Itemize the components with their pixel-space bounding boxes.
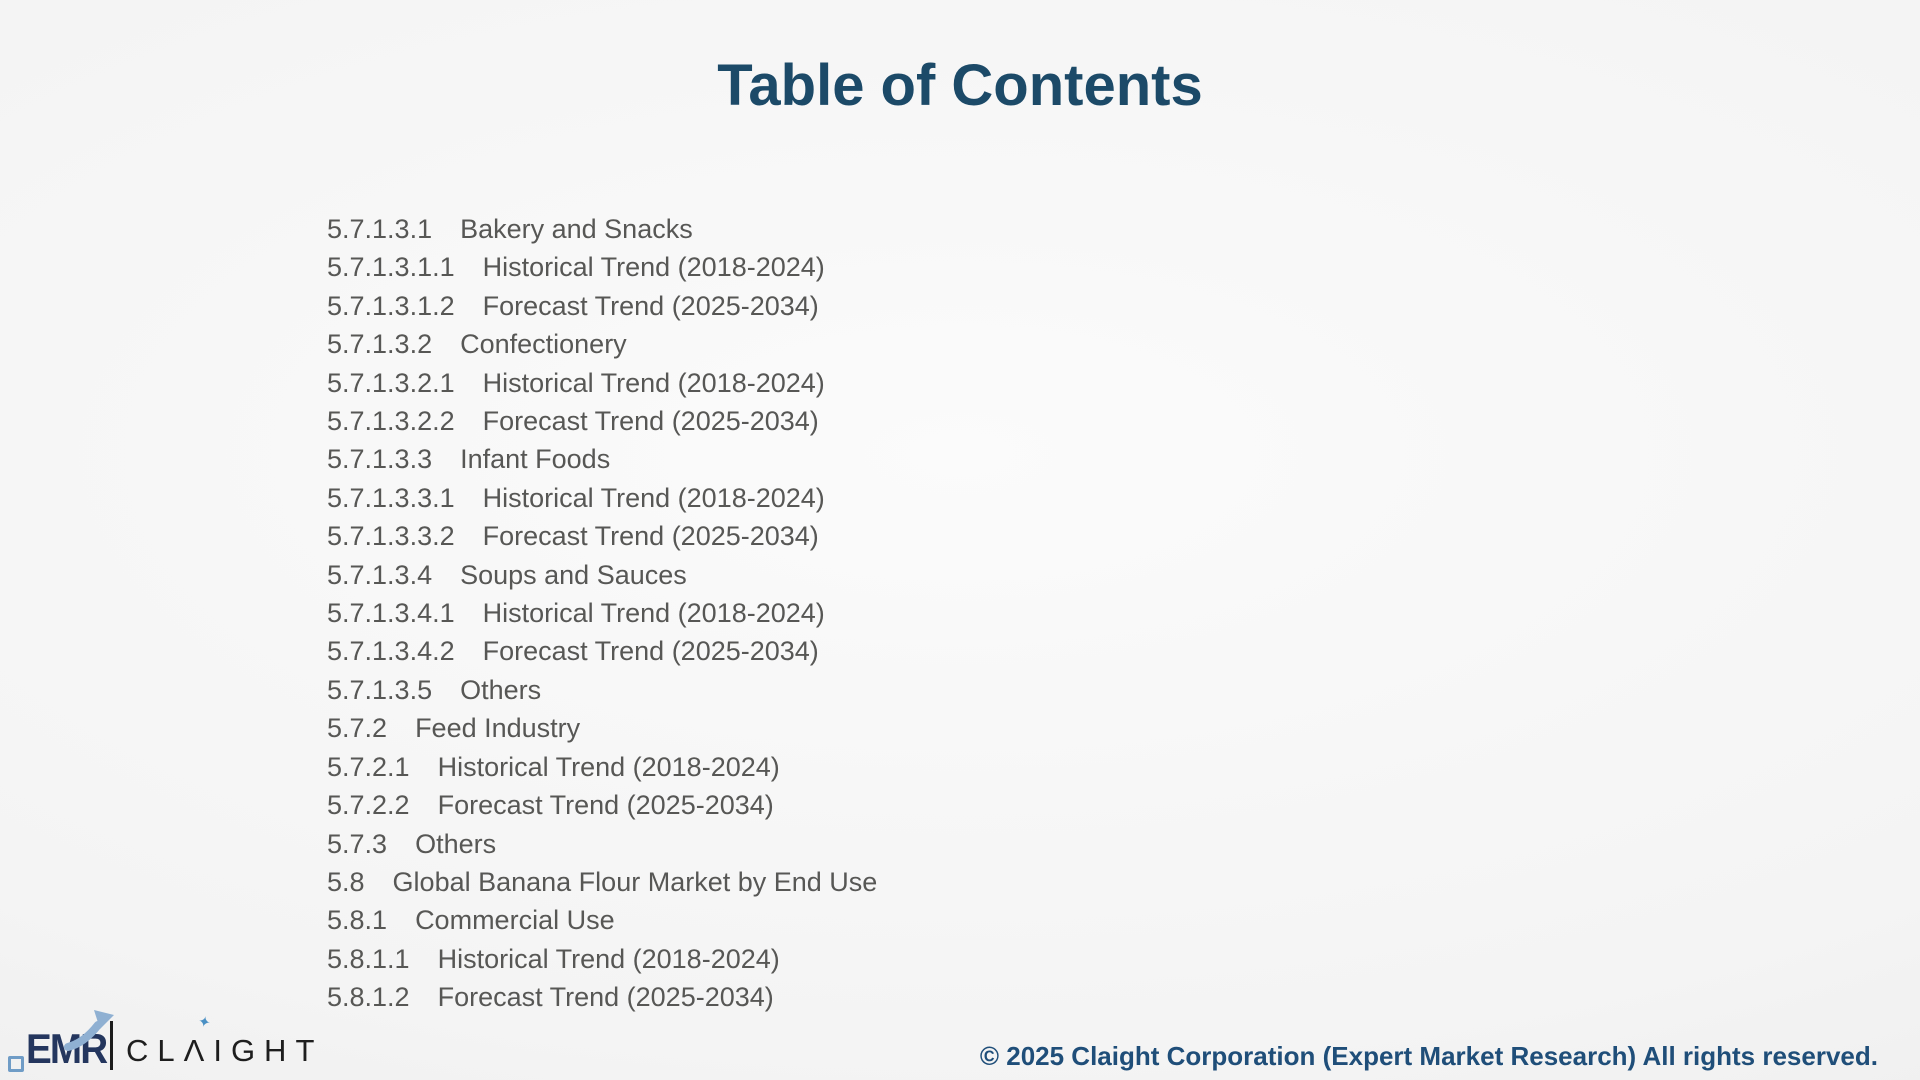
toc-entry-number: 5.7.1.3.4.1: [327, 598, 455, 629]
toc-entry: 5.7.2.1 Historical Trend (2018-2024): [327, 748, 877, 786]
toc-entry: 5.7.1.3.1.1 Historical Trend (2018-2024): [327, 248, 877, 286]
toc-entry: 5.7.3 Others: [327, 825, 877, 863]
toc-entry-number: 5.7.2.1: [327, 751, 410, 782]
toc-entry: 5.7.1.3.3.2 Forecast Trend (2025-2034): [327, 517, 877, 555]
toc-entry-number: 5.7.3: [327, 828, 388, 859]
toc-entry-number: 5.7.2.2: [327, 790, 410, 821]
toc-entry: 5.7.1.3.2.2 Forecast Trend (2025-2034): [327, 402, 877, 440]
toc-entry-label: Forecast Trend (2025-2034): [482, 406, 819, 437]
toc-entry-number: 5.7.1.3.1: [327, 214, 433, 244]
toc-entry: 5.7.1.3.4.1 Historical Trend (2018-2024): [327, 594, 877, 632]
toc-entry: 5.8.1 Commercial Use: [327, 901, 877, 939]
toc-entry: 5.7.1.3.3.1 Historical Trend (2018-2024): [327, 479, 877, 517]
sparkle-icon: ✦: [196, 1012, 213, 1033]
toc-entry-number: 5.7.1.3.3.1: [327, 482, 455, 513]
toc-entry-label: Commercial Use: [415, 905, 615, 936]
toc-entry: 5.8 Global Banana Flour Market by End Use: [327, 863, 877, 901]
toc-entry-label: Soups and Sauces: [460, 559, 687, 590]
toc-entry-label: Forecast Trend (2025-2034): [482, 290, 819, 321]
toc-entry: 5.7.1.3.2 Confectionery: [327, 325, 877, 363]
toc-entry-label: Forecast Trend (2025-2034): [437, 982, 774, 1013]
toc-entry-label: Historical Trend (2018-2024): [482, 252, 825, 283]
toc-entry-label: Historical Trend (2018-2024): [482, 598, 825, 629]
toc-entry: 5.7.2.2 Forecast Trend (2025-2034): [327, 786, 877, 824]
toc-entry: 5.7.1.3.1 Bakery and Snacks: [327, 210, 877, 248]
toc-entry-label: Others: [415, 828, 497, 859]
toc-entry-label: Bakery and Snacks: [460, 214, 693, 244]
toc-entry: 5.7.1.3.4.2 Forecast Trend (2025-2034): [327, 632, 877, 670]
toc-entry-number: 5.7.1.3.4.2: [327, 636, 455, 667]
toc-entry-number: 5.7.2: [327, 713, 388, 744]
toc-entry-label: Historical Trend (2018-2024): [482, 367, 825, 398]
toc-entry-label: Forecast Trend (2025-2034): [482, 521, 819, 552]
toc-entry-number: 5.7.1.3.2.1: [327, 367, 455, 398]
logo-square-icon: [8, 1056, 24, 1072]
toc-entry-number: 5.7.1.3.1.1: [327, 252, 455, 283]
toc-entry-label: Forecast Trend (2025-2034): [482, 636, 819, 667]
toc-entry-label: Infant Foods: [460, 444, 611, 475]
toc-entry-number: 5.8.1.2: [327, 982, 410, 1013]
toc-entry-number: 5.7.1.3.2.2: [327, 406, 455, 437]
toc-entry-label: Forecast Trend (2025-2034): [437, 790, 774, 821]
toc-entry: 5.7.1.3.5 Others: [327, 671, 877, 709]
toc-entry-number: 5.8: [327, 866, 365, 897]
toc-entry-number: 5.8.1.1: [327, 943, 410, 974]
toc-entry: 5.8.1.2 Forecast Trend (2025-2034): [327, 978, 877, 1016]
copyright-text: © 2025 Claight Corporation (Expert Marke…: [979, 1041, 1878, 1071]
toc-entry: 5.7.1.3.2.1 Historical Trend (2018-2024): [327, 364, 877, 402]
toc-entry-label: Historical Trend (2018-2024): [437, 751, 780, 782]
toc-entry: 5.8.1.1 Historical Trend (2018-2024): [327, 940, 877, 978]
claight-wordmark: CLΛIGHT: [126, 1033, 324, 1068]
toc-entry: 5.7.1.3.3 Infant Foods: [327, 440, 877, 478]
toc-entry: 5.7.1.3.1.2 Forecast Trend (2025-2034): [327, 287, 877, 325]
page-title: Table of Contents: [717, 53, 1203, 118]
toc-list: 5.7.1.3.1 Bakery and Snacks 5.7.1.3.1.1 Hi…: [327, 210, 877, 1017]
logo-separator: [110, 1021, 113, 1070]
toc-entry-number: 5.7.1.3.2: [327, 329, 433, 360]
toc-entry-label: Confectionery: [460, 329, 627, 360]
toc-entry: 5.7.2 Feed Industry: [327, 709, 877, 747]
toc-entry-number: 5.7.1.3.4: [327, 559, 433, 590]
toc-entry-label: Feed Industry: [415, 713, 581, 744]
toc-entry-label: Historical Trend (2018-2024): [437, 943, 780, 974]
toc-entry-number: 5.7.1.3.1.2: [327, 290, 455, 321]
toc-entry-label: Historical Trend (2018-2024): [482, 482, 825, 513]
toc-entry: 5.7.1.3.4 Soups and Sauces: [327, 556, 877, 594]
toc-entry-label: Others: [460, 674, 542, 705]
toc-entry-label: Global Banana Flour Market by End Use: [392, 866, 878, 897]
toc-entry-number: 5.8.1: [327, 905, 388, 936]
toc-entry-number: 5.7.1.3.3: [327, 444, 433, 475]
toc-entry-number: 5.7.1.3.5: [327, 674, 433, 705]
toc-entry-number: 5.7.1.3.3.2: [327, 521, 455, 552]
emr-claight-logo: EMR CLΛIGHT ✦: [6, 1007, 314, 1075]
logo-arrow-icon: [64, 1010, 114, 1051]
